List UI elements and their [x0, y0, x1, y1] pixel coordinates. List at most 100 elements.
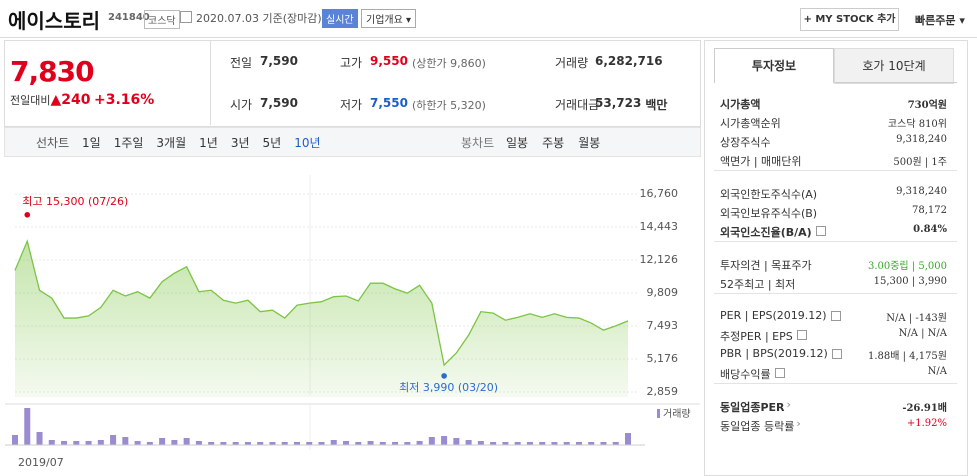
basis: 기준(장마감)	[262, 12, 322, 25]
info-tab[interactable]: 호가 10단계	[834, 48, 954, 84]
stat-label: 거래대금	[555, 98, 600, 112]
stat-note: (상한가 9,860)	[411, 57, 486, 70]
volume-bar	[36, 432, 43, 445]
volume-bar	[514, 442, 521, 445]
volume-bar	[269, 442, 276, 445]
info-value: 500원 | 1주	[893, 157, 947, 168]
period-tab[interactable]: 1일	[82, 136, 101, 150]
annotation-dot	[24, 211, 31, 218]
y-tick-label: 16,760	[640, 187, 679, 200]
chart: 16,760 14,443 12,126 9,809 7,493 5,176 2,859 최고…	[5, 175, 700, 469]
volume-bar	[355, 442, 362, 445]
my-stock-button[interactable]: + MY STOCK 추가	[800, 8, 899, 31]
help-icon	[774, 368, 785, 378]
info-label: 추정PER | EPS	[720, 330, 793, 343]
info-value: 0.84%	[913, 224, 947, 235]
period-tab[interactable]: 1주일	[113, 136, 144, 150]
period-tab[interactable]: 10년	[294, 136, 321, 150]
link-arrow: ›	[796, 417, 801, 430]
help-icon	[831, 349, 842, 359]
candle-tab[interactable]: 월봉	[578, 136, 601, 150]
realtime-badge[interactable]: 실시간	[322, 9, 358, 28]
info-value: 730억원	[907, 100, 947, 111]
calendar-icon	[180, 11, 192, 23]
volume-bar	[257, 442, 264, 445]
stat-value: 6,282,716	[595, 54, 663, 68]
info-value: N/A	[927, 366, 947, 377]
info-label: 상장주식수	[720, 136, 771, 149]
info-value: -26.91배	[902, 403, 947, 414]
stat-unit: 백만	[645, 98, 668, 112]
change-value: 240	[61, 92, 91, 108]
price-line	[14, 239, 629, 367]
quick-order-text: 빠른주문	[915, 14, 956, 27]
info-value: 15,300 | 3,990	[873, 276, 947, 287]
quick-order[interactable]: 빠른주문 ▾	[915, 14, 965, 27]
info-value: 78,172	[912, 205, 947, 216]
info-value: 1.88배 | 4,175원	[867, 351, 947, 362]
info-label: 액면가 | 매매단위	[720, 155, 802, 168]
annotation-label: 최고 15,300 (07/26)	[22, 195, 128, 208]
volume-bar	[220, 442, 227, 445]
volume-bar	[330, 440, 337, 445]
info-label: 시가총액순위	[720, 117, 781, 130]
info-label: 동일업종PER	[720, 401, 785, 414]
volume-bar	[404, 442, 411, 445]
volume-bar	[24, 408, 31, 445]
volume-bar	[97, 440, 104, 445]
y-tick-label: 14,443	[640, 220, 679, 233]
volume-bar	[85, 441, 92, 445]
volume-bar	[539, 442, 546, 445]
info-label: 외국인소진율(B/A)	[720, 226, 812, 239]
info-label: 동일업종 등락률	[720, 420, 795, 433]
stat-label: 전일	[230, 56, 253, 70]
volume-bar	[502, 442, 509, 445]
change: 전일대비▲240 +3.16%	[10, 92, 154, 108]
tab-group-label: 봉차트	[461, 136, 495, 150]
section-divider	[714, 383, 957, 384]
tab-group-label: 선차트	[36, 136, 70, 150]
volume-bar	[134, 441, 141, 445]
period-tab[interactable]: 3년	[230, 136, 250, 150]
market-badge: 코스닥	[144, 10, 180, 29]
legend-label: 거래량	[663, 408, 691, 420]
stat-note: (하한가 5,320)	[411, 99, 486, 112]
volume-bar	[416, 441, 423, 445]
volume-bar	[392, 442, 399, 445]
stock-code: 241840	[108, 12, 150, 23]
company-info-button[interactable]: 기업개요 ▾	[361, 9, 417, 28]
info-value: 9,318,240	[896, 186, 947, 197]
volume-bar	[61, 441, 68, 445]
period-tab[interactable]: 3개월	[156, 136, 187, 150]
info-value: 3.00중립 | 5,000	[867, 261, 947, 272]
stat-label: 거래량	[555, 56, 589, 70]
y-tick-label: 12,126	[640, 253, 679, 266]
volume-bar	[159, 438, 166, 445]
info-label: 52주최고 | 최저	[720, 278, 796, 291]
info-value: 코스닥 810위	[887, 119, 947, 130]
info-tab[interactable]: 투자정보	[714, 48, 834, 83]
stat-value: 9,550	[370, 54, 408, 68]
volume-bar	[171, 440, 178, 445]
volume-bar	[73, 441, 80, 445]
annotation-label: 최저 3,990 (03/20)	[399, 381, 498, 394]
volume-bar	[379, 442, 386, 445]
chart-tabs	[4, 127, 701, 157]
stat-value: 7,590	[260, 96, 298, 110]
info-label: 투자의견 | 목표주가	[720, 259, 812, 272]
period-tab[interactable]: 1년	[199, 136, 218, 150]
legend-swatch	[657, 409, 660, 418]
volume-bar	[110, 435, 117, 445]
candle-tab[interactable]: 주봉	[542, 136, 565, 150]
info-label: 외국인한도주식수(A)	[720, 188, 818, 201]
volume-bar	[367, 441, 374, 445]
volume-bar	[318, 442, 325, 445]
area-fill	[15, 241, 628, 397]
period-tab[interactable]: 5년	[262, 136, 282, 150]
section-divider	[714, 241, 957, 242]
volume-bar	[208, 442, 215, 445]
info-label: PER | EPS(2019.12)	[720, 309, 827, 322]
volume-bar	[122, 437, 129, 445]
volume-bar	[183, 438, 190, 445]
candle-tab[interactable]: 일봉	[506, 136, 529, 150]
